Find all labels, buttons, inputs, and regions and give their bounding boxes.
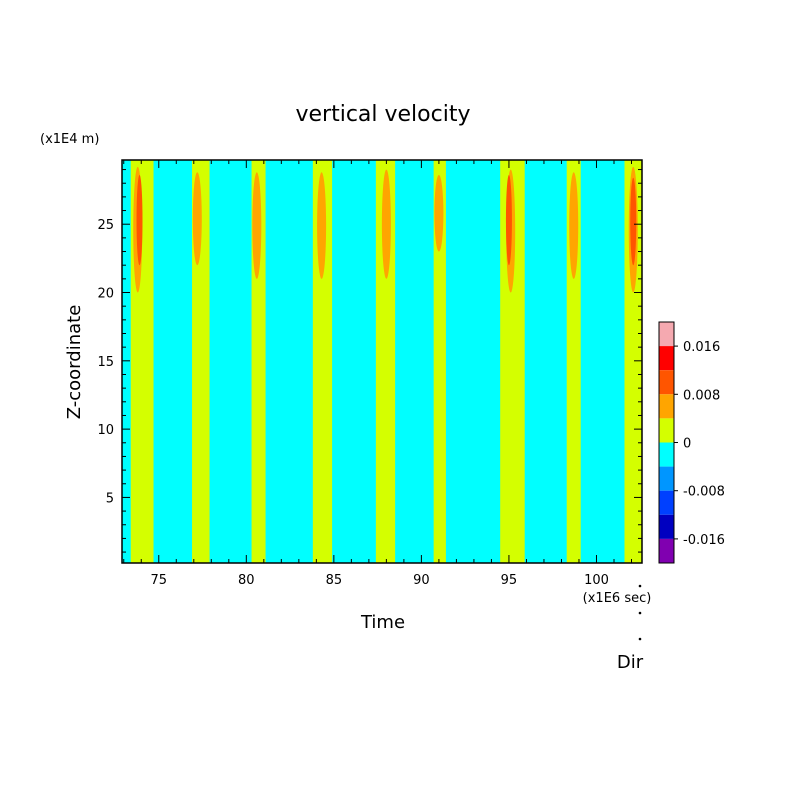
colorbar-swatch xyxy=(659,346,674,371)
direction-dot xyxy=(638,611,642,615)
velocity-maximum xyxy=(381,169,391,279)
x-tick-label: 100 xyxy=(584,573,609,588)
velocity-maximum xyxy=(252,172,262,279)
x-tick-label: 75 xyxy=(150,573,167,588)
y-unit-label: (x1E4 m) xyxy=(40,132,99,147)
y-axis-label: Z-coordinate xyxy=(64,305,85,420)
colorbar-label: 0.008 xyxy=(683,388,720,403)
positive-band xyxy=(566,160,581,563)
positive-band xyxy=(312,160,333,563)
colorbar-label: -0.016 xyxy=(683,533,725,548)
colorbar-swatch xyxy=(659,538,674,563)
x-unit-label: (x1E6 sec) xyxy=(583,591,652,606)
dir-label: Dir xyxy=(617,652,644,673)
colorbar-swatch xyxy=(659,466,674,491)
positive-band xyxy=(433,160,446,563)
colorbar-swatch xyxy=(659,490,674,515)
colorbar-label: -0.008 xyxy=(683,485,725,500)
velocity-maximum xyxy=(569,172,579,279)
y-tick-label: 10 xyxy=(97,423,114,438)
velocity-maximum xyxy=(434,175,444,252)
colorbar-swatch xyxy=(659,322,674,347)
x-tick-label: 80 xyxy=(238,573,255,588)
velocity-maximum xyxy=(505,175,512,266)
direction-markers xyxy=(638,584,642,641)
positive-band xyxy=(624,160,642,563)
colorbar-swatch xyxy=(659,394,674,419)
x-axis-label: Time xyxy=(360,612,405,633)
velocity-maximum xyxy=(317,172,327,279)
x-tick-label: 95 xyxy=(501,573,518,588)
direction-dot xyxy=(638,584,642,588)
colorbar-swatch xyxy=(659,442,674,467)
x-axis: 75 80 85 90 95 100 xyxy=(123,160,632,588)
y-tick-label: 15 xyxy=(97,355,114,370)
heatmap-area xyxy=(121,159,643,564)
velocity-maximum xyxy=(136,175,143,266)
x-tick-label: 85 xyxy=(326,573,343,588)
velocity-maximum xyxy=(630,177,637,266)
chart-title: vertical velocity xyxy=(295,102,470,127)
y-tick-label: 25 xyxy=(97,218,114,233)
colorbar-swatch xyxy=(659,370,674,395)
positive-band xyxy=(375,160,396,563)
y-axis: 5 10 15 20 25 xyxy=(97,169,642,553)
x-tick-label: 90 xyxy=(413,573,430,588)
plot-frame xyxy=(121,159,643,564)
colorbar: 0.016 0.008 0 -0.008 -0.016 xyxy=(658,321,725,564)
direction-dot xyxy=(638,637,642,641)
colorbar-swatch xyxy=(659,514,674,539)
colorbar-label: 0 xyxy=(683,437,691,452)
y-tick-label: 5 xyxy=(106,491,114,506)
y-tick-label: 20 xyxy=(97,287,114,302)
colorbar-label: 0.016 xyxy=(683,340,720,355)
velocity-maximum xyxy=(192,172,202,266)
colorbar-swatch xyxy=(659,418,674,443)
